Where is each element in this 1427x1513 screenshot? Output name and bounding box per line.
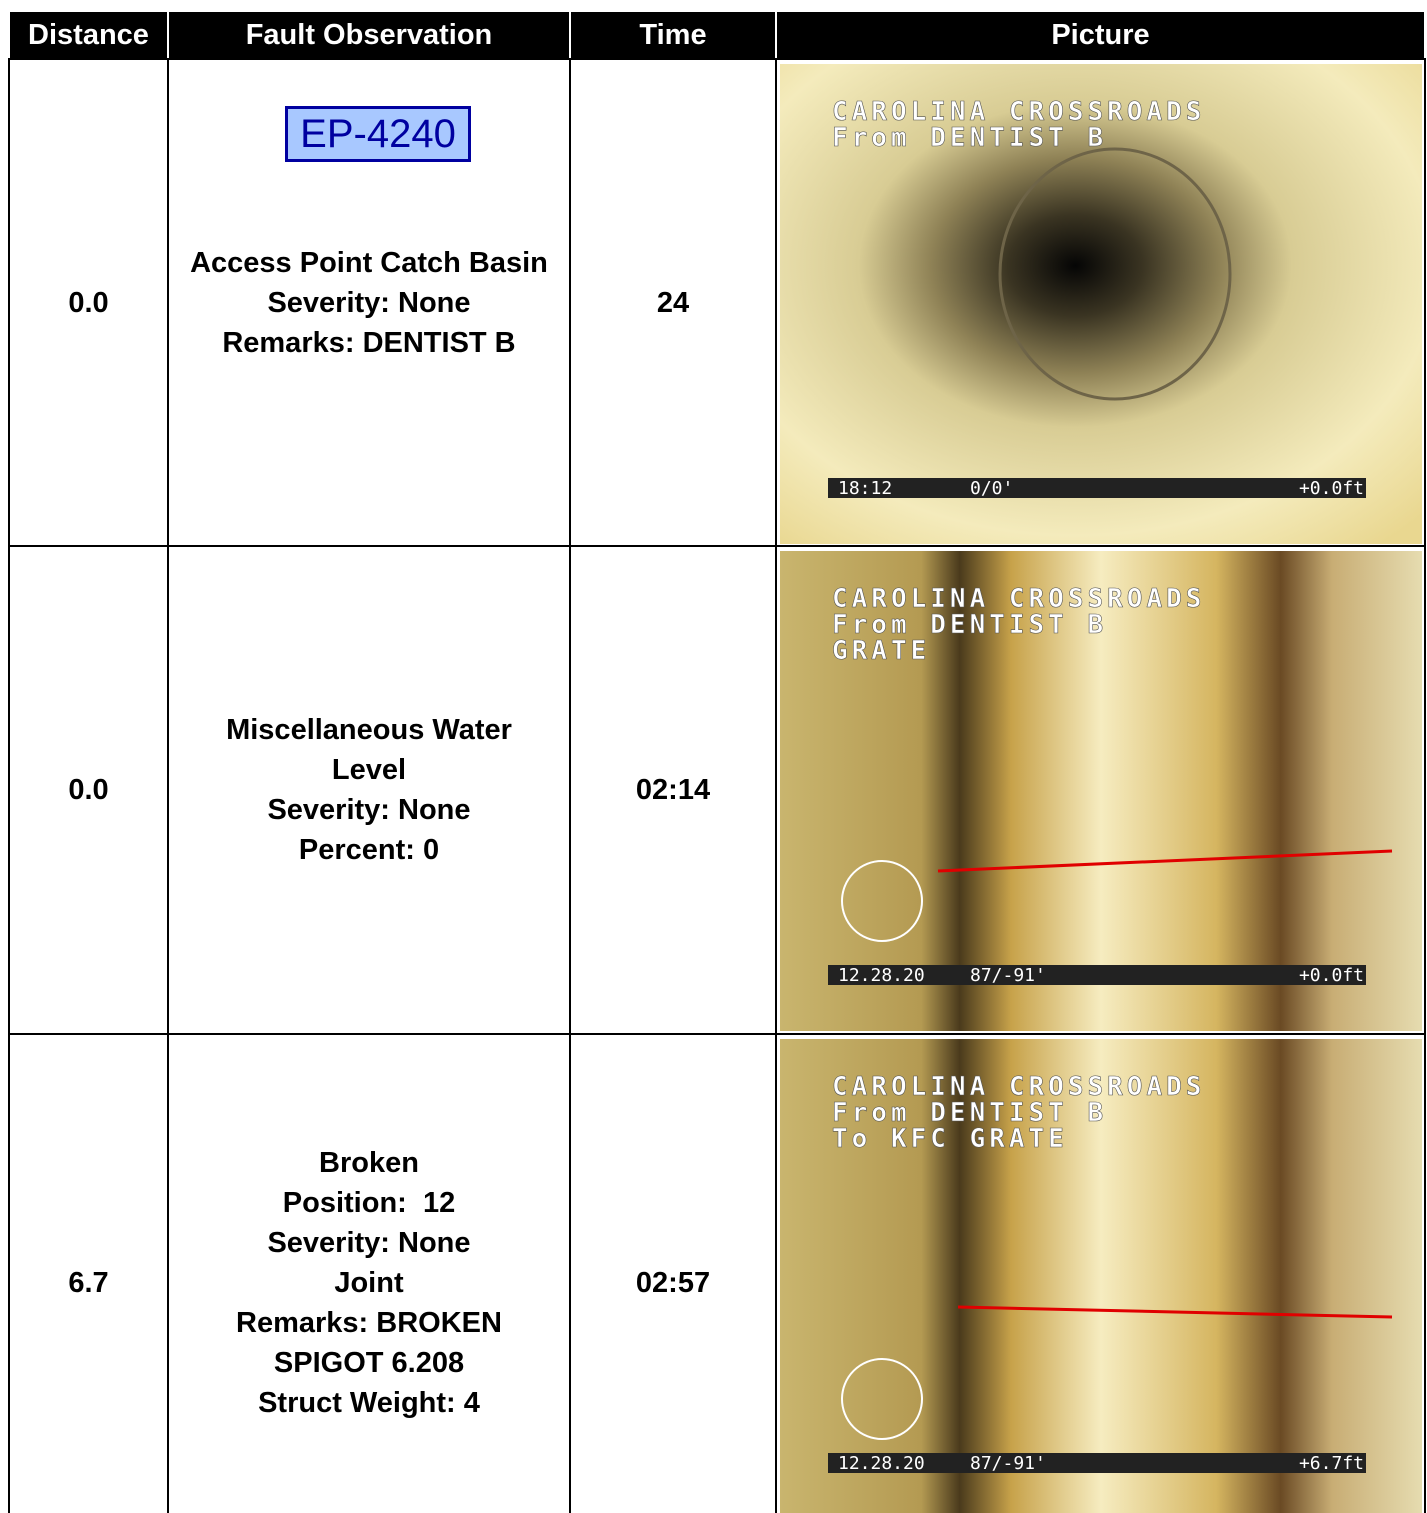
time-cell: 24 [569, 58, 777, 547]
time-cell: 02:57 [569, 1033, 777, 1513]
overlay-text: From DENTIST B [832, 1098, 1107, 1128]
observation-line: Level [331, 754, 407, 786]
observation-line: Remarks: BROKEN [236, 1306, 502, 1339]
observation-line: Remarks: DENTIST B [222, 326, 516, 359]
header-cell: Time [569, 10, 777, 60]
status-text: 87/-91' [970, 1453, 1046, 1474]
status-text: 18:12 [838, 478, 892, 499]
time: 02:14 [635, 774, 711, 806]
header-text: Picture [1051, 18, 1150, 51]
overlay-text: From DENTIST B [832, 123, 1107, 153]
time: 02:57 [635, 1266, 711, 1299]
observation: Access Point Catch Basin Severity: None Re… [190, 243, 548, 363]
overlay-text: CAROLINA CROSSROADS [832, 97, 1205, 127]
measure-line [937, 849, 1393, 873]
distance-cell: 0.0 [8, 545, 169, 1035]
overlay-text: From DENTIST B [832, 610, 1107, 640]
picture-cell [775, 1033, 1426, 1513]
observation-line: Joint [334, 1266, 404, 1299]
observation-cell: Miscellaneous Water Level Severity: None Pe… [167, 545, 571, 1035]
distance-cell: 0.0 [8, 58, 169, 547]
observation-line: Percent: 0 [298, 834, 440, 866]
observation-line: Severity: None [267, 286, 471, 319]
pipe-rim [998, 147, 1232, 401]
status-text: 12.28.20 [838, 1453, 925, 1474]
photo-bg [780, 1039, 1422, 1513]
observation: Broken Position: 12 Severity: None Joint Rem… [236, 1143, 502, 1423]
observation-line: Severity: None [267, 794, 471, 826]
overlay-text: CAROLINA CROSSROADS [832, 1072, 1205, 1102]
observation-line: Miscellaneous Water [226, 714, 512, 746]
status-text: 0/0' [970, 478, 1013, 499]
photo-bg [780, 64, 1422, 544]
observation-line: Position: 12 [282, 1186, 456, 1219]
time: 24 [656, 286, 690, 319]
status-text: +0.0ft [1299, 965, 1364, 986]
header-text: Time [639, 18, 707, 51]
distance: 0.0 [68, 774, 109, 806]
observation-line: SPIGOT 6.208 [273, 1346, 465, 1379]
header-text: Distance [28, 18, 149, 51]
status-bar [828, 965, 1366, 985]
observation-cell: Broken Position: 12 Severity: None Joint Rem… [167, 1033, 571, 1513]
status-text: +0.0ft [1299, 478, 1364, 499]
time-cell: 02:14 [569, 545, 777, 1035]
status-bar [828, 1453, 1366, 1473]
photo-bg [780, 551, 1422, 1031]
overlay-text: GRATE [832, 636, 930, 666]
asset-badge: EP-4240 [285, 106, 471, 162]
observation-line: Struct Weight: 4 [258, 1386, 480, 1419]
status-text: 12.28.20 [838, 965, 925, 986]
observation: Miscellaneous Water Level Severity: None Pe… [226, 710, 512, 870]
clock-gauge [841, 1358, 923, 1440]
status-text: 87/-91' [970, 965, 1046, 986]
observation-line: Access Point Catch Basin [190, 246, 548, 279]
observation-line: Broken [319, 1146, 419, 1179]
distance: 0.0 [68, 286, 109, 319]
header-cell: Picture [775, 10, 1426, 60]
observation-cell: EP-4240 Access Point Catch Basin Severity:… [167, 58, 571, 547]
status-bar [828, 478, 1366, 498]
distance-cell: 6.7 [8, 1033, 169, 1513]
header-cell: Distance [8, 10, 169, 60]
observation-line: Severity: None [267, 1226, 471, 1259]
status-text: +6.7ft [1299, 1453, 1364, 1474]
measure-line [957, 1305, 1393, 1319]
distance: 6.7 [68, 1266, 109, 1299]
header-cell: Fault Observation [167, 10, 571, 60]
header-text: Fault Observation [245, 18, 493, 51]
overlay-text: To KFC GRATE [832, 1124, 1068, 1154]
overlay-text: CAROLINA CROSSROADS [832, 584, 1205, 614]
clock-gauge [841, 860, 923, 942]
